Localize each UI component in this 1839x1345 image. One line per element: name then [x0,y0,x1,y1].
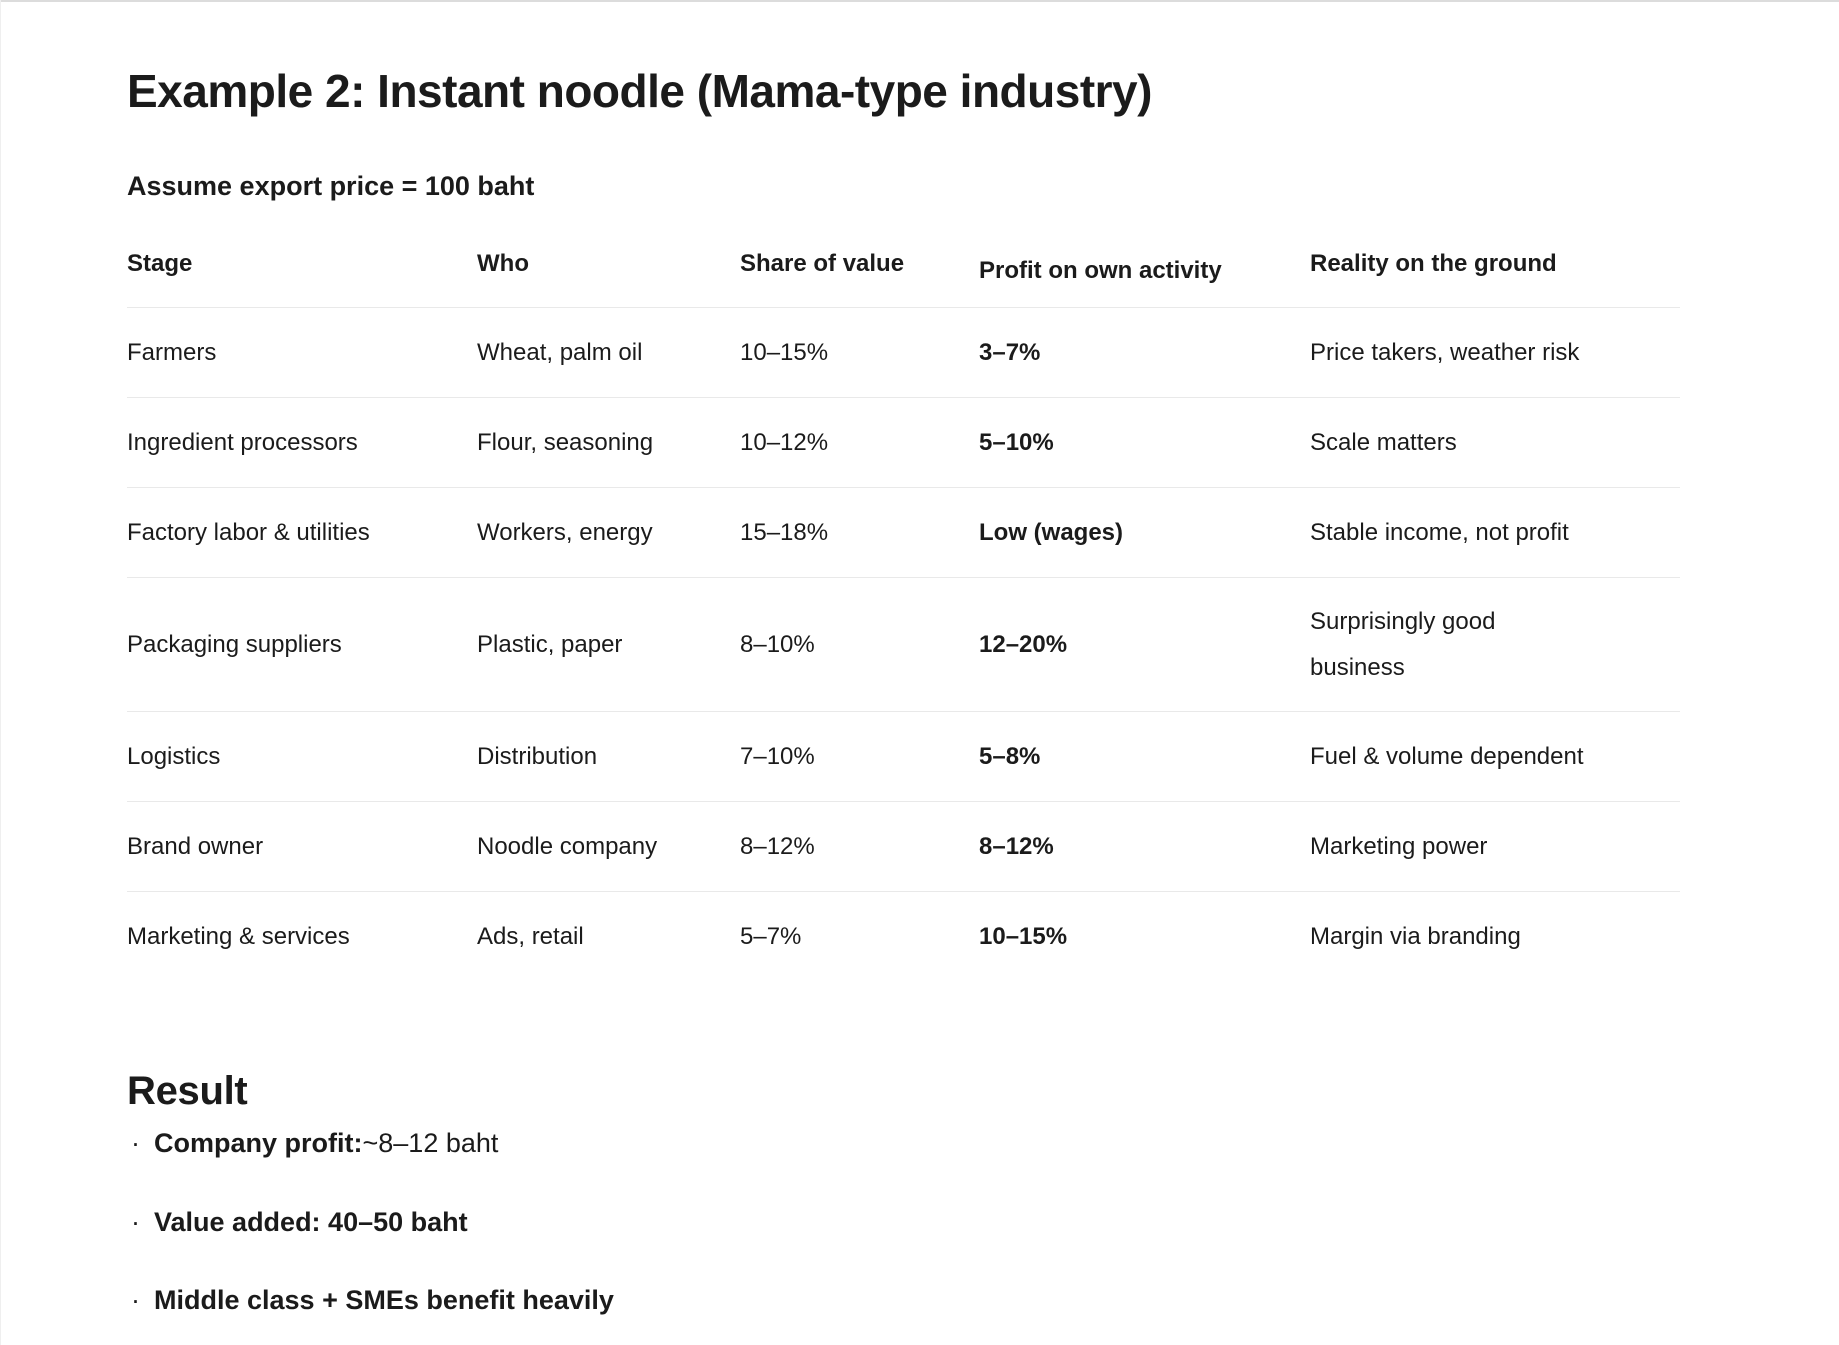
result-bullet: · Value added: 40–50 baht [127,1205,468,1239]
cell-stage: Packaging suppliers [127,630,342,658]
bullet-regular-text: ~8–12 baht [362,1128,499,1158]
cell-stage: Ingredient processors [127,428,358,456]
value-chain-table: Stage Who Share of value Profit on own a… [127,220,1680,981]
column-header-who: Who [477,220,740,308]
table-row: Ingredient processors Flour, seasoning 1… [127,398,1680,488]
table-row: Marketing & services Ads, retail 5–7% 10… [127,892,1680,982]
cell-share: 10–15% [740,338,829,366]
window-top-edge [0,0,1839,2]
column-header-stage: Stage [127,220,477,308]
cell-share: 5–7% [740,922,802,950]
cell-reality: Price takers, weather risk [1310,338,1580,366]
cell-who: Noodle company [477,832,658,860]
assumption-subtitle: Assume export price = 100 baht [127,171,535,202]
cell-share: 8–10% [740,630,815,658]
cell-reality: Marketing power [1310,832,1488,860]
table-row: Factory labor & utilities Workers, energ… [127,488,1680,578]
result-bullet: · Company profit: ~8–12 baht [127,1126,498,1160]
cell-stage: Logistics [127,742,221,770]
page-title: Example 2: Instant noodle (Mama-type ind… [127,64,1152,117]
cell-profit: 8–12% [979,832,1054,860]
table-header-row: Stage Who Share of value Profit on own a… [127,220,1680,308]
column-header-share: Share of value [740,220,979,308]
cell-profit: 5–8% [979,742,1041,770]
cell-profit: 5–10% [979,428,1054,456]
cell-profit: Low (wages) [979,518,1124,546]
cell-share: 8–12% [740,832,815,860]
bullet-bold-text: Company profit: [154,1128,363,1158]
cell-share: 10–12% [740,428,829,456]
bullet-dot-icon: · [131,1128,140,1158]
cell-stage: Factory labor & utilities [127,518,370,546]
cell-reality: Fuel & volume dependent [1310,742,1584,770]
cell-share: 15–18% [740,518,829,546]
cell-profit: 12–20% [979,630,1068,658]
cell-reality: Margin via branding [1310,922,1521,950]
bullet-bold-text: Value added: 40–50 baht [154,1207,468,1237]
cell-stage: Marketing & services [127,922,350,950]
cell-who: Wheat, palm oil [477,338,643,366]
cell-profit: 10–15% [979,922,1068,950]
cell-who: Flour, seasoning [477,428,654,456]
table-row: Farmers Wheat, palm oil 10–15% 3–7% Pric… [127,308,1680,398]
cell-share: 7–10% [740,742,815,770]
cell-stage: Brand owner [127,832,264,860]
table-body: Farmers Wheat, palm oil 10–15% 3–7% Pric… [127,308,1680,982]
cell-reality: Scale matters [1310,428,1457,456]
bullet-bold-text: Middle class + SMEs benefit heavily [154,1285,614,1315]
table-row: Brand owner Noodle company 8–12% 8–12% M… [127,802,1680,892]
window-left-edge [0,0,1,1345]
cell-stage: Farmers [127,338,217,366]
cell-who: Plastic, paper [477,630,623,658]
column-header-reality: Reality on the ground [1310,220,1680,308]
table-row: Packaging suppliers Plastic, paper 8–10%… [127,578,1680,712]
cell-who: Workers, energy [477,518,653,546]
bullet-dot-icon: · [131,1285,140,1315]
cell-who: Ads, retail [477,922,584,950]
cell-reality: Stable income, not profit [1310,518,1569,546]
table-row: Logistics Distribution 7–10% 5–8% Fuel &… [127,712,1680,802]
result-bullet: · Middle class + SMEs benefit heavily [127,1283,614,1317]
bullet-dot-icon: · [131,1207,140,1237]
column-header-profit: Profit on own activity [979,220,1310,308]
result-heading: Result [127,1069,248,1114]
cell-profit: 3–7% [979,338,1041,366]
cell-reality: Surprisingly good business [1310,607,1496,681]
cell-who: Distribution [477,742,598,770]
